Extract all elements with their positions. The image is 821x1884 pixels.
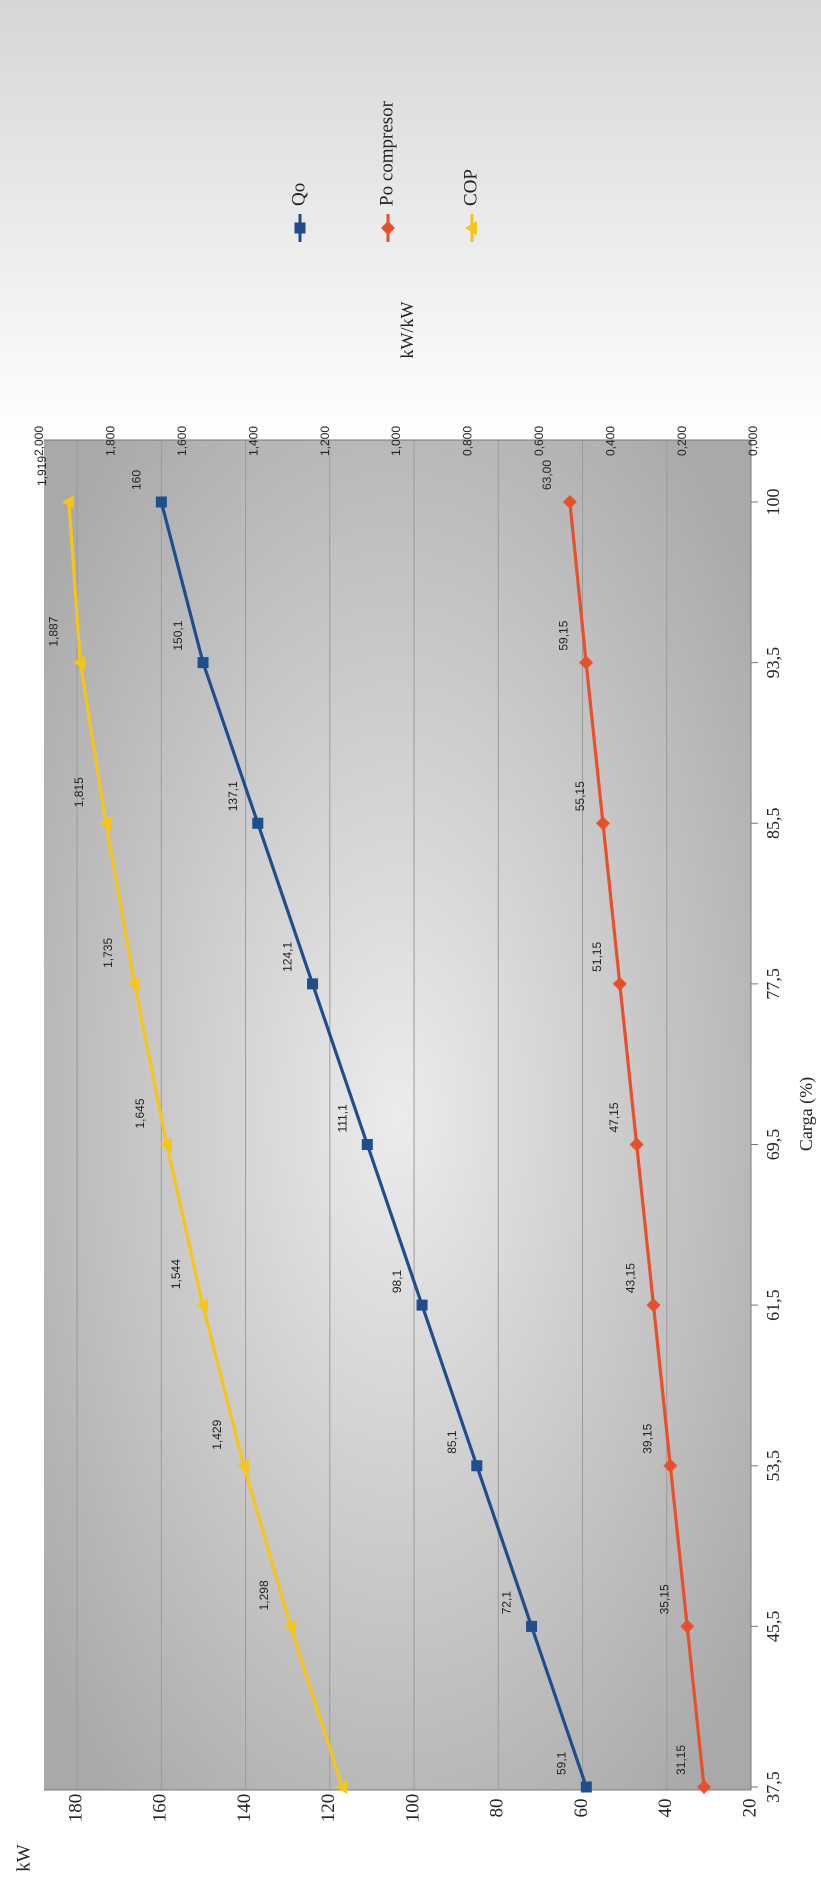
left-axis-tick-label: 100 bbox=[402, 1794, 423, 1823]
category-tick-label: 77,5 bbox=[763, 968, 783, 1000]
left-axis-title: kW bbox=[13, 1844, 34, 1872]
data-label-cop: 1,429 bbox=[210, 1419, 224, 1449]
right-axis-title: kW/kW bbox=[397, 302, 417, 359]
data-point-po-compresor bbox=[562, 495, 577, 509]
plot-area bbox=[44, 440, 751, 1790]
data-point-cop bbox=[73, 655, 86, 670]
data-point-po-compresor bbox=[595, 816, 610, 831]
category-tick-label: 37,5 bbox=[763, 1771, 783, 1803]
data-label-po-compresor: 43,15 bbox=[624, 1263, 638, 1293]
data-label-qo: 59,1 bbox=[554, 1751, 568, 1775]
data-label-cop: 1,298 bbox=[257, 1580, 271, 1610]
data-point-po-compresor bbox=[697, 1780, 712, 1794]
data-point-cop bbox=[61, 495, 74, 509]
left-axis-tick-label: 80 bbox=[487, 1799, 508, 1818]
data-label-po-compresor: 47,15 bbox=[607, 1102, 621, 1132]
legend-marker-cop bbox=[465, 221, 477, 235]
data-point-po-compresor bbox=[612, 976, 627, 991]
legend-label-po-compresor: Po compresor bbox=[376, 100, 397, 206]
data-label-cop: 1,544 bbox=[169, 1259, 183, 1289]
x-axis-title: Carga (%) bbox=[796, 1077, 817, 1151]
left-axis-tick-label: 60 bbox=[571, 1799, 592, 1818]
left-axis-tick-label: 160 bbox=[150, 1794, 171, 1823]
data-label-qo: 98,1 bbox=[390, 1269, 404, 1293]
data-label-qo: 85,1 bbox=[445, 1430, 459, 1454]
data-label-qo: 124,1 bbox=[281, 942, 295, 972]
data-label-po-compresor: 51,15 bbox=[590, 942, 604, 972]
left-axis-tick-label: 120 bbox=[318, 1794, 339, 1823]
legend: Qo Po compresor COP bbox=[288, 100, 481, 242]
data-point-qo bbox=[361, 1139, 373, 1150]
legend-marker-po-compresor bbox=[381, 221, 395, 235]
data-point-po-compresor bbox=[579, 655, 594, 670]
data-label-po-compresor: 39,15 bbox=[641, 1423, 655, 1453]
data-point-cop bbox=[159, 1137, 172, 1152]
category-tick-label: 93,5 bbox=[763, 647, 783, 679]
data-point-qo bbox=[252, 817, 264, 829]
right-axis-tick-label: 1,400 bbox=[246, 426, 260, 456]
data-point-cop bbox=[195, 1298, 208, 1313]
right-axis-tick-label: 1,000 bbox=[389, 426, 403, 456]
left-axis-tick-label: 20 bbox=[739, 1799, 760, 1818]
category-tick-label: 69,5 bbox=[763, 1129, 783, 1161]
right-axis-tick-label: 0,600 bbox=[532, 426, 546, 456]
data-label-cop: 1,887 bbox=[47, 616, 61, 646]
data-point-po-compresor bbox=[663, 1458, 678, 1473]
category-tick-label: 85,5 bbox=[763, 808, 783, 840]
data-label-cop: 1,919 bbox=[35, 456, 49, 486]
data-label-cop: 1,815 bbox=[72, 777, 86, 807]
data-label-qo: 160 bbox=[130, 470, 144, 490]
category-tick-label: 53,5 bbox=[763, 1450, 783, 1482]
category-tick-label: 61,5 bbox=[763, 1289, 783, 1321]
right-axis-tick-label: 0,400 bbox=[603, 426, 617, 456]
left-axis-tick-label: 140 bbox=[234, 1794, 255, 1823]
legend-label-qo: Qo bbox=[288, 183, 309, 206]
data-label-po-compresor: 35,15 bbox=[657, 1584, 671, 1614]
data-point-qo bbox=[197, 657, 209, 669]
data-point-po-compresor bbox=[629, 1137, 644, 1152]
data-label-po-compresor: 55,15 bbox=[573, 781, 587, 811]
category-tick-label: 100 bbox=[763, 489, 783, 516]
left-axis-tick-label: 40 bbox=[655, 1799, 676, 1818]
axes: 37,5 45,5 53,5 61,5 69,5 77,5 85,5 93,5 100 Carga… bbox=[13, 302, 817, 1872]
data-point-po-compresor bbox=[680, 1619, 695, 1634]
data-label-qo: 111,1 bbox=[335, 1104, 349, 1133]
data-point-qo bbox=[526, 1620, 538, 1632]
right-axis-tick-label: 1,200 bbox=[318, 426, 332, 456]
data-label-cop: 1,645 bbox=[133, 1098, 147, 1128]
legend-marker-qo bbox=[294, 222, 306, 234]
series-group bbox=[61, 495, 712, 1794]
right-axis-tick-label: 0,800 bbox=[461, 426, 475, 456]
right-axis-tick-label: 2,000 bbox=[32, 426, 46, 456]
data-label-po-compresor: 63,00 bbox=[540, 460, 554, 490]
data-point-cop bbox=[283, 1619, 296, 1634]
data-point-qo bbox=[471, 1460, 483, 1472]
data-point-cop bbox=[127, 976, 140, 991]
right-axis-tick-label: 1,600 bbox=[175, 426, 189, 456]
right-axis-tick-label: 0,200 bbox=[675, 426, 689, 456]
legend-panel-background bbox=[0, 0, 821, 440]
data-point-cop bbox=[99, 816, 112, 831]
data-label-po-compresor: 31,15 bbox=[674, 1745, 688, 1775]
data-label-qo: 137,1 bbox=[226, 781, 240, 811]
right-axis-tick-label: 0,000 bbox=[746, 426, 760, 456]
category-tick-label: 45,5 bbox=[763, 1611, 783, 1643]
data-point-cop bbox=[236, 1458, 249, 1473]
data-label-cop: 1,735 bbox=[101, 938, 115, 968]
data-point-qo bbox=[155, 496, 167, 508]
data-point-po-compresor bbox=[646, 1298, 661, 1313]
right-axis-tick-label: 1,800 bbox=[104, 426, 118, 456]
data-label-qo: 72,1 bbox=[500, 1591, 514, 1615]
data-point-qo bbox=[307, 978, 319, 990]
left-axis-tick-label: 180 bbox=[65, 1794, 86, 1823]
data-point-qo bbox=[580, 1781, 592, 1793]
data-label-po-compresor: 59,15 bbox=[556, 620, 570, 650]
data-label-qo: 150,1 bbox=[171, 620, 185, 650]
data-point-cop bbox=[335, 1780, 348, 1794]
data-point-qo bbox=[416, 1299, 428, 1311]
legend-label-cop: COP bbox=[460, 169, 481, 206]
data-labels: 59,1 72,1 85,1 98,1 111,1 124,1 137,1 150,1 160 3… bbox=[35, 456, 688, 1775]
